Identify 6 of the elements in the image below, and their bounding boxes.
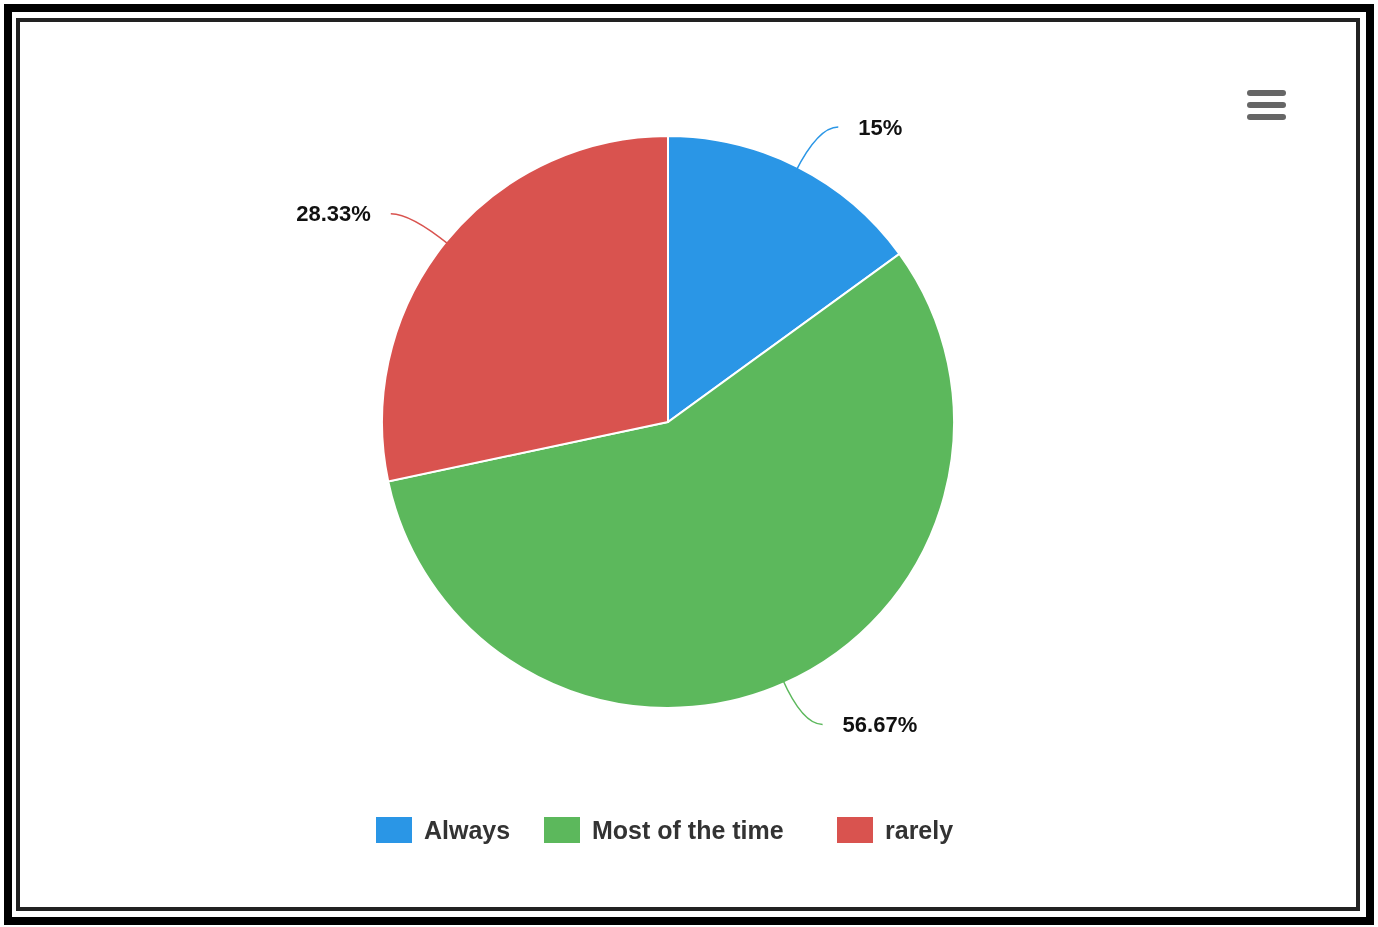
legend-label: Always (424, 815, 511, 844)
data-label: 15% (858, 114, 903, 140)
data-label: 28.33% (296, 201, 371, 227)
data-label: 56.67% (842, 712, 918, 738)
legend-label: Most of the time (592, 815, 784, 844)
legend-label: rarely (885, 815, 954, 844)
